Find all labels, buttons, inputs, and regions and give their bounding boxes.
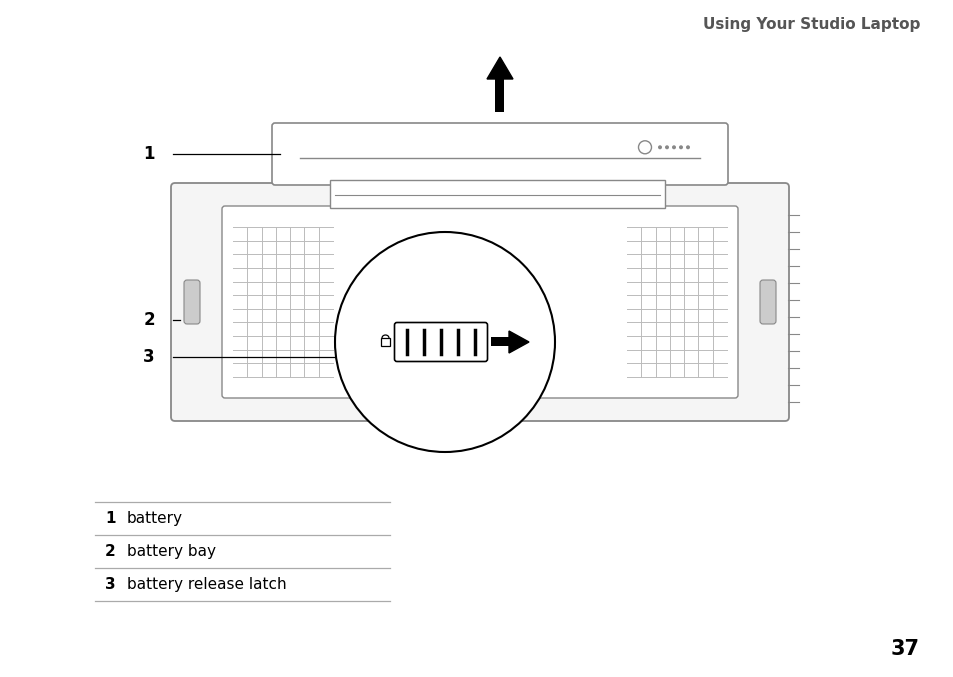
Bar	[495, 79, 504, 112]
FancyBboxPatch shape	[395, 322, 487, 362]
Text: 3: 3	[143, 348, 154, 366]
Circle shape	[658, 146, 661, 150]
Circle shape	[664, 146, 668, 150]
Circle shape	[638, 141, 651, 154]
Text: Using Your Studio Laptop: Using Your Studio Laptop	[702, 17, 919, 32]
Circle shape	[685, 146, 689, 150]
FancyBboxPatch shape	[171, 183, 788, 421]
Bar	[330, 180, 664, 208]
Text: battery: battery	[127, 511, 183, 526]
Bar	[380, 338, 390, 346]
Text: 2: 2	[143, 311, 154, 330]
FancyBboxPatch shape	[222, 206, 738, 398]
Text: 1: 1	[105, 511, 115, 526]
Bar	[448, 288, 455, 294]
FancyBboxPatch shape	[760, 280, 775, 324]
Text: 1: 1	[143, 145, 154, 163]
Bar	[491, 338, 509, 347]
Text: ⨀: ⨀	[446, 287, 453, 294]
Polygon shape	[509, 331, 529, 353]
Circle shape	[335, 232, 555, 452]
Text: battery bay: battery bay	[127, 544, 215, 559]
Text: 2: 2	[105, 544, 115, 559]
Text: battery release latch: battery release latch	[127, 577, 286, 592]
Polygon shape	[486, 57, 513, 79]
Circle shape	[671, 146, 676, 150]
FancyBboxPatch shape	[272, 123, 727, 185]
Text: 37: 37	[890, 639, 919, 659]
FancyBboxPatch shape	[456, 281, 503, 300]
FancyBboxPatch shape	[184, 280, 200, 324]
Text: 3: 3	[105, 577, 115, 592]
Circle shape	[679, 146, 682, 150]
